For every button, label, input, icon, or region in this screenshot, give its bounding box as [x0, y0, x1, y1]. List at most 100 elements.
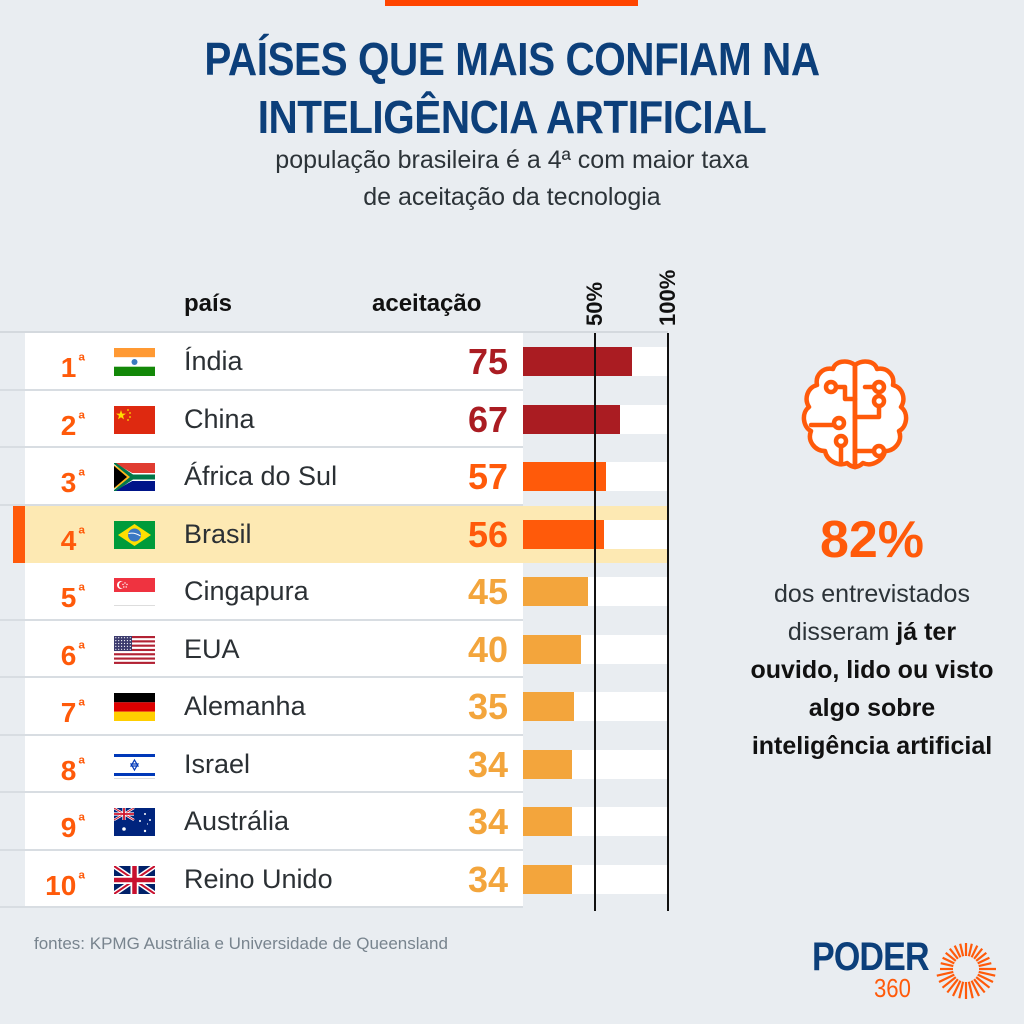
- rank-number: 5: [60, 582, 77, 613]
- usa-flag-icon: [114, 635, 155, 664]
- rank-number: 9: [60, 812, 77, 843]
- stat-text-plain: disseram: [787, 618, 897, 646]
- row-divider: [0, 791, 523, 793]
- uk-flag-icon: [114, 865, 155, 894]
- rank-number: 10: [45, 869, 77, 901]
- row-divider: [0, 446, 523, 448]
- rank-ordinal: ª: [78, 638, 85, 659]
- stat-description: dos entrevistados disseram já ter ouvido…: [720, 575, 1024, 765]
- column-header-acceptance: aceitação: [372, 290, 482, 317]
- country-name: Cingapura: [184, 576, 309, 606]
- stat-text-line-2: disseram já ter: [720, 613, 1024, 651]
- table-row: 5 ª Cingapura 45: [0, 563, 668, 621]
- table-row: 10 ª Reino Unido 34: [0, 851, 668, 909]
- axis-tick-label-50: 50%: [582, 281, 607, 326]
- australia-flag-icon: [114, 808, 155, 836]
- value-label: 34: [467, 858, 508, 900]
- bar: [523, 864, 573, 894]
- rank-number: 3: [60, 467, 77, 498]
- column-header-country: país: [184, 290, 233, 317]
- bar: [523, 807, 573, 836]
- rank-ordinal: ª: [78, 753, 85, 774]
- rank-ordinal: ª: [78, 696, 85, 716]
- rank-ordinal: ª: [78, 466, 85, 486]
- china-flag-icon: [114, 405, 155, 434]
- table-row: 1 ª Índia 75: [0, 333, 668, 391]
- germany-flag-icon: [114, 693, 155, 721]
- rank-number: 7: [60, 697, 77, 728]
- country-name: Índia: [184, 346, 243, 376]
- country-name: Alemanha: [184, 691, 306, 721]
- table-top-divider: [0, 331, 668, 333]
- rank-number: 8: [60, 754, 77, 786]
- country-name: EUA: [184, 633, 240, 664]
- row-divider: [0, 388, 523, 391]
- gridline-100: [667, 333, 669, 911]
- title-line-2: INTELIGÊNCIA ARTIFICIAL: [257, 91, 767, 143]
- table-row: 4 ª Brasil 56: [0, 505, 668, 564]
- table-row: 9 ª Austrália 34: [0, 793, 668, 851]
- value-label: 57: [467, 456, 508, 497]
- bar: [523, 462, 606, 491]
- brazil-flag-icon: [114, 520, 155, 549]
- row-divider: [0, 676, 523, 678]
- bar: [523, 577, 589, 606]
- logo-number: 360: [874, 973, 911, 1003]
- stat-text-bold: inteligência artificial: [751, 732, 993, 760]
- stat-text-line-3: ouvido, lido ou visto: [720, 651, 1024, 689]
- country-name: Brasil: [184, 518, 252, 549]
- bar: [523, 692, 574, 721]
- table-row: 8 ª Israel 34: [0, 736, 668, 793]
- india-flag-icon: [114, 348, 155, 376]
- value-label: 34: [467, 801, 508, 842]
- rank-ordinal: ª: [78, 581, 85, 601]
- poder360-logo: PODER 360: [812, 935, 1012, 1010]
- bar: [523, 404, 621, 434]
- rank-number: 2: [60, 409, 77, 441]
- highlight-marker: [13, 505, 25, 563]
- value-label: 56: [467, 513, 508, 555]
- rank-label: 10 ª: [25, 851, 85, 909]
- source-note: fontes: KPMG Austrália e Universidade de…: [34, 934, 448, 953]
- row-divider: [0, 848, 523, 851]
- value-label: 40: [467, 628, 508, 670]
- bar: [523, 634, 581, 664]
- rank-number: 4: [60, 524, 77, 556]
- gridline-50: [594, 333, 596, 911]
- row-divider: [0, 618, 523, 621]
- value-label: 45: [467, 571, 508, 612]
- south-africa-flag-icon: [114, 463, 155, 491]
- title-line-1: PAÍSES QUE MAIS CONFIAM NA: [204, 33, 820, 85]
- country-name: China: [184, 403, 255, 434]
- table-row: 7 ª Alemanha 35: [0, 678, 668, 736]
- subtitle-line-1: população brasileira é a 4ª com maior ta…: [275, 146, 749, 174]
- value-label: 34: [467, 743, 508, 785]
- logo-word: PODER: [812, 935, 930, 979]
- value-label: 75: [467, 341, 508, 382]
- country-name: África do Sul: [184, 461, 338, 491]
- rank-number: 6: [60, 639, 77, 671]
- axis-tick-label-100: 100%: [655, 269, 680, 326]
- rank-number: 1: [60, 352, 77, 383]
- rank-ordinal: ª: [78, 351, 85, 371]
- stat-text-bold: ouvido, lido ou visto: [750, 656, 994, 684]
- rank-ordinal: ª: [78, 523, 85, 544]
- bar: [523, 519, 605, 549]
- bar: [523, 749, 573, 779]
- singapore-flag-icon: [114, 578, 155, 606]
- rank-ordinal: ª: [78, 811, 85, 831]
- israel-flag-icon: [114, 750, 155, 779]
- row-divider: [0, 906, 523, 908]
- table-panel: [25, 333, 523, 908]
- brain-circuit-icon: [801, 359, 909, 470]
- table-row: 2 ª China 67: [0, 391, 668, 449]
- table-row: 3 ª África do Sul 57: [0, 448, 668, 506]
- subtitle-line-2: de aceitação da tecnologia: [363, 183, 661, 211]
- table-row: 6 ª EUA 40: [0, 621, 668, 678]
